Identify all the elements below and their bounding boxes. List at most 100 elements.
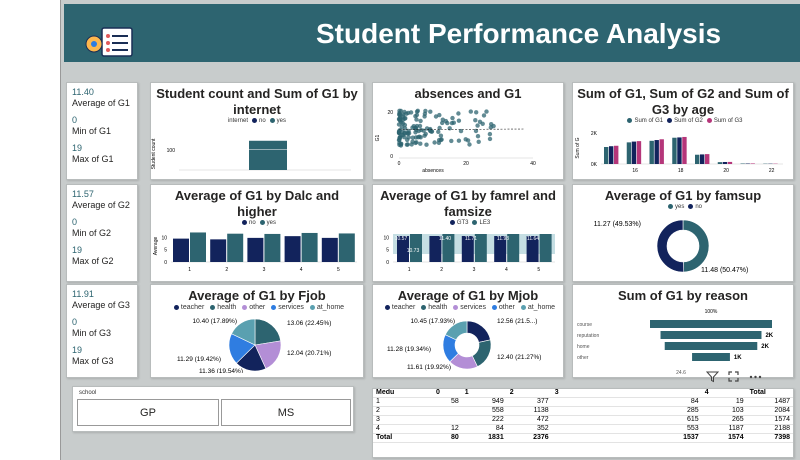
matrix-header-row: Medu 0 1 2 3 4 Total	[373, 389, 793, 398]
column-header[interactable]: 1	[461, 389, 507, 398]
famsup-donut-chart: 11.27 (49.53%) 11.48 (50.47%)	[594, 219, 748, 274]
chart-card-fjob[interactable]: Average of G1 by Fjob teacher health oth…	[150, 284, 364, 378]
bar	[659, 139, 664, 165]
cell: 12	[433, 424, 462, 434]
column-header[interactable]: 3	[551, 389, 702, 398]
y-axis-label: Student count	[151, 138, 157, 169]
data-label: 11.40	[439, 236, 451, 242]
cell: 472	[506, 415, 552, 425]
internet-chart: Student count 100	[151, 138, 351, 171]
chart-card-dalc[interactable]: Average of G1 by Dalc and higher no yes A…	[150, 184, 364, 282]
chart-card-famsup[interactable]: Average of G1 by famsup yes no 11.27 (49.…	[572, 184, 794, 282]
legend-marker	[453, 304, 459, 310]
slicer-option-ms[interactable]: MS	[221, 399, 351, 426]
kpi-value: 19	[72, 345, 83, 355]
legend-marker	[309, 304, 315, 310]
more-options-icon[interactable]	[748, 370, 763, 383]
data-label: 11.29 (19.42%)	[177, 356, 221, 363]
scatter-point	[456, 138, 462, 143]
scatter-point	[468, 109, 473, 114]
chart-card-mjob[interactable]: Average of G1 by Mjob teacher health ser…	[372, 284, 564, 378]
tick-label: 0	[164, 260, 167, 266]
cell: 1487	[746, 397, 793, 407]
funnel-icon[interactable]	[706, 370, 719, 383]
column-header[interactable]: 0	[433, 389, 462, 398]
tick-label: 0	[390, 154, 393, 160]
chart-legend: teacher health other services at_home	[151, 304, 363, 311]
scatter-point	[484, 109, 489, 114]
scatter-point	[456, 111, 461, 116]
bar	[604, 147, 609, 165]
column-header[interactable]: Medu	[373, 389, 433, 398]
chart-legend: yes no	[573, 204, 793, 210]
scatter-point	[405, 137, 410, 143]
legend-marker	[242, 304, 248, 310]
cell: 1574	[701, 433, 747, 443]
cell: 19	[701, 397, 747, 407]
column-header[interactable]: 4	[701, 389, 747, 398]
table-row: 3 222 472 615 265 1574	[373, 415, 793, 425]
column-header[interactable]: Total	[746, 389, 793, 398]
data-label: 11.27 (49.53%)	[594, 221, 641, 228]
legend-marker	[421, 304, 427, 310]
data-label: 12.56 (21.5...)	[497, 318, 537, 325]
legend-marker	[269, 118, 275, 123]
scatter-point	[473, 128, 479, 134]
cell: 80	[433, 433, 462, 443]
slicer-option-gp[interactable]: GP	[77, 399, 219, 426]
scatter-point	[463, 137, 468, 142]
kpi-label: Max of G2	[72, 256, 114, 266]
tick-label: 2K	[591, 131, 598, 137]
pie-slice	[231, 318, 256, 346]
kpi-value: 11.91	[72, 289, 94, 299]
bar	[677, 137, 682, 165]
kpi-label: Average of G1	[72, 98, 130, 108]
legend-item: yes	[276, 118, 287, 125]
tick-label: 10	[383, 235, 389, 241]
visual-header-toolbar	[706, 370, 763, 383]
data-label: 12.04 (20.71%)	[287, 350, 331, 357]
scatter-point	[397, 140, 402, 146]
chart-card-internet[interactable]: Student count and Sum of G1 by internet …	[150, 82, 364, 180]
scatter-point	[417, 134, 422, 139]
data-label: 11.36 (19.54%)	[199, 368, 243, 373]
tick-label: 18	[678, 168, 684, 174]
legend-marker	[706, 118, 712, 123]
cell: 377	[506, 397, 552, 407]
data-label: 11.64	[527, 236, 539, 242]
medu-matrix[interactable]: Medu 0 1 2 3 4 Total 1 58 949 377 84 19 1487 2…	[372, 388, 794, 458]
chart-card-absences[interactable]: absences and G1 G1 20 0 0 20 40 absences	[372, 82, 564, 180]
cell: 2084	[746, 406, 793, 416]
age-chart: Sum of G 2K 0K 16 18 20 22	[575, 131, 783, 174]
chart-legend: no yes	[151, 220, 363, 226]
data-label: 11.71	[465, 236, 477, 242]
legend-marker	[449, 220, 455, 225]
scatter-point	[476, 139, 481, 144]
tick-label: 20	[463, 161, 469, 167]
chart-title: absences and G1	[414, 86, 522, 101]
cell: 7398	[746, 433, 793, 443]
legend-item: no	[248, 220, 256, 227]
legend-marker	[667, 204, 673, 209]
chart-card-reason[interactable]: Sum of G1 by reason 100% course reputation…	[572, 284, 794, 378]
scatter-point	[475, 134, 481, 139]
data-label: 11.93	[497, 236, 509, 242]
expand-icon[interactable]	[727, 370, 740, 383]
data-label: 2K	[765, 333, 773, 339]
bar	[338, 233, 355, 263]
column-header[interactable]: 2	[506, 389, 552, 398]
bar	[301, 233, 318, 263]
scatter-point	[445, 120, 450, 126]
kpi-card-g1[interactable]: 11.40 Average of G1 0 Min of G1 19 Max of G…	[66, 82, 138, 180]
cell: 285	[551, 406, 702, 416]
chart-card-famrel[interactable]: Average of G1 by famrel and famsize GT3 L…	[372, 184, 564, 282]
kpi-card-g3[interactable]: 11.91 Average of G3 0 Min of G3 19 Max of G…	[66, 284, 138, 378]
kpi-card-g2[interactable]: 11.57 Average of G2 0 Min of G2 19 Max of G…	[66, 184, 138, 282]
bar	[321, 237, 338, 263]
scatter-point	[414, 123, 420, 129]
scatter-point	[428, 109, 433, 114]
chart-card-age[interactable]: Sum of G1, Sum of G2 and Sum of G3 by ag…	[572, 82, 794, 180]
cell: 103	[701, 406, 747, 416]
tick-label: 3	[473, 267, 476, 273]
mjob-donut-chart: 12.56 (21.5...) 12.40 (21.27%) 11.61 (19.9…	[387, 318, 541, 371]
